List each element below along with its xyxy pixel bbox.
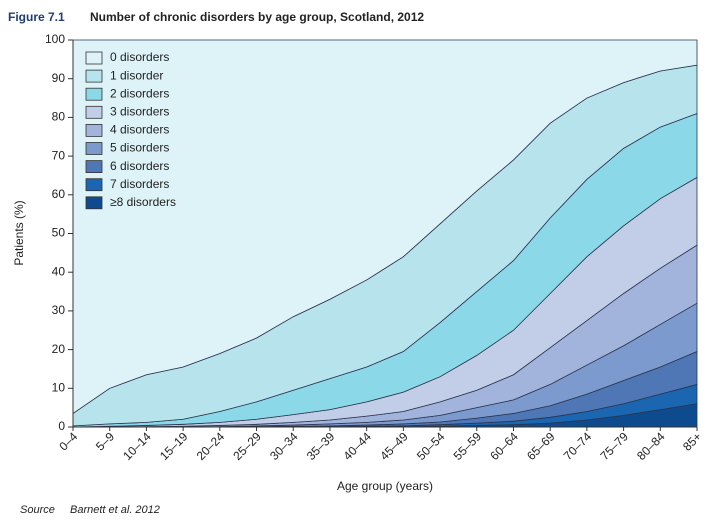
legend-swatch bbox=[85, 87, 103, 101]
x-tick-label: 20–24 bbox=[194, 429, 228, 463]
x-tick-label: 75–79 bbox=[597, 429, 631, 463]
chart-title: Number of chronic disorders by age group… bbox=[90, 10, 424, 24]
y-tick-label: 80 bbox=[52, 110, 66, 124]
y-tick-label: 10 bbox=[52, 380, 66, 394]
legend-label: 6 disorders bbox=[110, 159, 169, 173]
x-tick-label: 50–54 bbox=[414, 429, 448, 463]
legend-swatch bbox=[85, 69, 103, 83]
legend-swatch bbox=[85, 51, 103, 65]
figure-label: Figure 7.1 bbox=[8, 10, 65, 24]
source-label: Source bbox=[20, 504, 55, 516]
legend-swatch bbox=[85, 160, 103, 174]
y-tick-label: 0 bbox=[58, 419, 65, 433]
x-tick-label: 10–14 bbox=[120, 429, 154, 463]
x-tick-label: 80–84 bbox=[634, 429, 668, 463]
legend-swatch bbox=[85, 105, 103, 119]
legend-swatch bbox=[85, 124, 103, 137]
y-axis-label: Patients (%) bbox=[12, 200, 26, 265]
legend-swatch bbox=[85, 142, 103, 155]
x-tick-label: 45–49 bbox=[377, 429, 411, 463]
legend-label: 5 disorders bbox=[110, 141, 169, 155]
x-tick-label: 65–69 bbox=[524, 429, 558, 463]
x-tick-label: 35–39 bbox=[304, 429, 338, 463]
y-tick-label: 50 bbox=[52, 226, 66, 240]
legend-label: 1 disorder bbox=[110, 68, 163, 82]
legend-label: ≥8 disorders bbox=[110, 195, 176, 209]
x-axis-label: Age group (years) bbox=[337, 479, 433, 493]
x-tick-label: 85+ bbox=[680, 429, 704, 453]
area bbox=[72, 39, 698, 415]
x-tick-label: 70–74 bbox=[561, 429, 595, 463]
y-tick-label: 40 bbox=[52, 264, 66, 278]
y-tick-label: 30 bbox=[52, 303, 66, 317]
x-tick-label: 55–59 bbox=[451, 429, 485, 463]
x-tick-label: 15–19 bbox=[157, 429, 191, 463]
legend-swatch bbox=[85, 178, 103, 192]
x-tick-label: 25–29 bbox=[230, 429, 264, 463]
legend-label: 3 disorders bbox=[110, 104, 169, 118]
y-tick-label: 20 bbox=[52, 342, 66, 356]
x-tick-label: 5–9 bbox=[93, 429, 117, 453]
legend-label: 4 disorders bbox=[110, 123, 169, 137]
y-tick-label: 60 bbox=[52, 187, 66, 201]
legend-label: 2 disorders bbox=[110, 86, 169, 100]
x-tick-label: 40–44 bbox=[341, 429, 375, 463]
x-tick-label: 30–34 bbox=[267, 429, 301, 463]
y-tick-label: 90 bbox=[52, 71, 66, 85]
source: Barnett et al. 2012 bbox=[70, 504, 160, 516]
x-tick-label: 60–64 bbox=[487, 429, 521, 463]
legend-label: 0 disorders bbox=[110, 50, 169, 64]
legend-label: 7 disorders bbox=[110, 177, 169, 191]
y-tick-label: 100 bbox=[45, 32, 65, 46]
legend-swatch bbox=[85, 196, 103, 210]
y-tick-label: 70 bbox=[52, 148, 66, 162]
